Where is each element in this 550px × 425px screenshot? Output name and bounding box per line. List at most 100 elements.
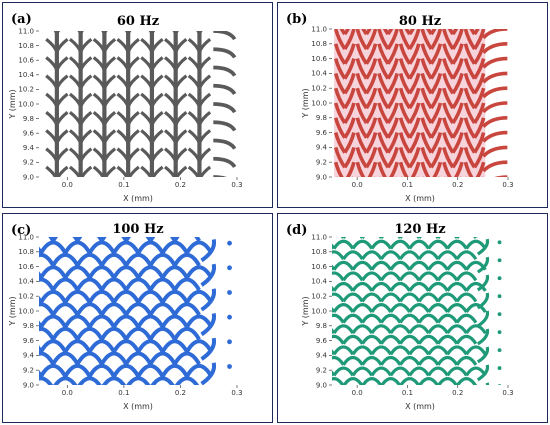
chart-title-120hz: 120 Hz (394, 222, 445, 237)
knit-stroke (451, 43, 464, 65)
chevron-arm (55, 129, 69, 144)
chevron-arm (126, 147, 140, 163)
scale-arc (398, 334, 421, 345)
knit-stroke (451, 146, 464, 169)
y-tick-label: 10.8 (311, 248, 327, 256)
scale-arc (429, 389, 448, 396)
scale-arc (427, 239, 449, 250)
scale-arc (124, 252, 153, 267)
fill-region-80hz (334, 29, 486, 177)
edge-dot (497, 294, 502, 299)
scale-arc (398, 250, 421, 261)
chevron-arm (175, 165, 188, 177)
scale-arc (332, 243, 336, 250)
scale-arc (427, 345, 449, 356)
knit-stroke (465, 176, 468, 177)
chevron-arm (197, 129, 212, 144)
y-tick-label: 10.6 (311, 263, 327, 271)
chevron-arm (55, 92, 69, 108)
edge-arc (476, 346, 490, 364)
scale-arc (160, 289, 189, 304)
scale-arc (465, 303, 487, 313)
scale-arc (148, 302, 177, 316)
knit-stroke (429, 58, 443, 80)
y-tick-label: 10.8 (18, 248, 34, 256)
scale-arc (87, 289, 116, 304)
scale-arc (370, 366, 393, 377)
scale-arc (427, 366, 449, 377)
edge-arc (213, 83, 237, 96)
scale-arc (417, 334, 440, 345)
edge-dot (497, 384, 502, 385)
scale-arc (465, 239, 487, 250)
scale-arc (351, 281, 374, 292)
knit-stroke (451, 102, 464, 124)
edge-arc (482, 130, 508, 143)
scale-arc (361, 355, 383, 366)
chevron-arm (45, 165, 58, 177)
scale-arc (63, 289, 92, 304)
knit-stroke (386, 146, 399, 169)
y-tick-label: 9.4 (23, 144, 35, 152)
knit-stroke (386, 58, 399, 80)
chevron-arm (164, 165, 177, 177)
scale-arc (342, 250, 364, 261)
scale-arc (332, 324, 355, 335)
scale-arc (465, 345, 487, 356)
y-tick-label: 9.2 (23, 367, 34, 375)
chevron-arm (197, 110, 212, 126)
edge-arc (476, 292, 490, 310)
scale-arc (148, 237, 177, 242)
scale-arc (465, 281, 487, 292)
chevron-arm (79, 74, 93, 90)
scale-arc (408, 260, 430, 271)
chevron-arm (55, 74, 69, 90)
chevron-arm (150, 110, 164, 126)
chevron-arm (150, 147, 164, 163)
scale-arc (124, 326, 153, 341)
scale-arc (455, 334, 478, 345)
scale-arc (160, 363, 189, 378)
knit-stroke (432, 161, 443, 177)
y-tick-label: 9.0 (316, 381, 327, 389)
y-tick-label: 10.6 (311, 55, 327, 63)
scale-arc (100, 252, 128, 267)
scale-arc (334, 389, 353, 396)
scale-arc (185, 363, 214, 378)
chart-title-60hz: 60 Hz (117, 14, 159, 29)
y-tick-label: 9.8 (23, 115, 34, 123)
scale-arc (436, 377, 459, 385)
knit-stroke (429, 102, 443, 124)
y-tick-label: 10.0 (18, 100, 34, 108)
scale-arc (398, 271, 421, 282)
x-tick-label: 0.2 (175, 389, 186, 397)
scale-arc (174, 376, 200, 385)
chevron-arm (79, 110, 93, 126)
knit-stroke (386, 29, 399, 50)
scale-arc (446, 281, 468, 292)
scale-arc (136, 339, 165, 353)
scale-arc (332, 271, 345, 282)
knit-stroke (454, 161, 464, 177)
scale-arc (63, 339, 92, 353)
y-tick-label: 10.8 (311, 40, 327, 48)
chevron-arm (92, 165, 105, 177)
knit-stroke (395, 176, 398, 177)
x-tick-label: 0.2 (452, 181, 463, 189)
scale-arc (417, 313, 440, 324)
x-tick-label: 0.3 (502, 389, 513, 397)
x-tick-label: 0.3 (231, 389, 242, 397)
scale-arc (136, 314, 165, 329)
chevron-arm (101, 31, 106, 35)
y-tick-label: 10.0 (311, 307, 327, 315)
chevron-arm (116, 165, 129, 177)
knit-stroke (429, 43, 443, 65)
chevron-arm (102, 56, 117, 71)
scale-arc (332, 355, 345, 366)
chart-title-100hz: 100 Hz (112, 222, 163, 237)
knit-stroke (333, 161, 344, 177)
scale-arc (417, 292, 440, 303)
scale-arc (126, 376, 151, 385)
chevron-arm (174, 92, 188, 108)
scale-arc (75, 326, 104, 341)
